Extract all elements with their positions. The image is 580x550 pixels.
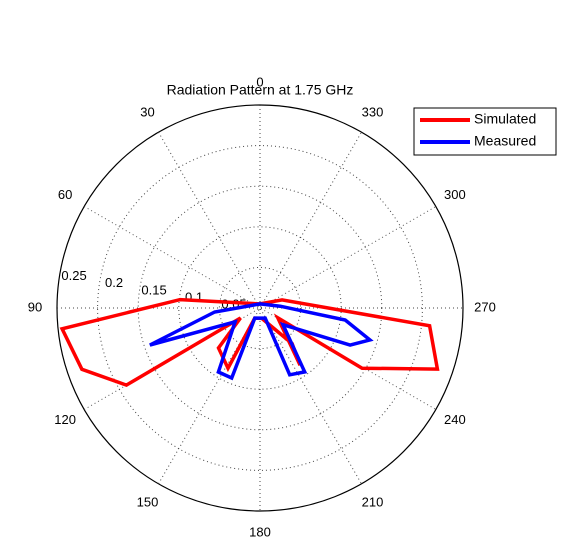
theta-tick-label: 180: [249, 524, 271, 539]
legend-box: [413, 107, 557, 156]
series-line: [149, 302, 374, 381]
theta-tick-label: 240: [444, 412, 466, 427]
theta-tick-label: 150: [137, 494, 159, 509]
theta-tick-label: 210: [362, 494, 384, 509]
theta-tick-label: 270: [474, 299, 496, 314]
r-tick-label: 0.2: [105, 275, 123, 290]
theta-tick-label: 300: [444, 187, 466, 202]
r-tick-label: 0.25: [61, 268, 86, 283]
theta-tick-label: 0: [256, 74, 263, 89]
theta-tick-label: 60: [58, 187, 72, 202]
legend: Simulated Measured: [413, 107, 557, 156]
r-tick-label: 0.15: [141, 282, 166, 297]
theta-tick-label: 330: [362, 105, 384, 120]
grid-circle: [218, 266, 302, 350]
chart-title: Radiation Pattern at 1.75 GHz: [167, 82, 354, 98]
theta-tick-label: 30: [140, 105, 154, 120]
theta-tick-label: 90: [28, 299, 42, 314]
legend-label: Measured: [474, 133, 536, 149]
legend-label: Simulated: [474, 111, 536, 127]
theta-tick-label: 120: [54, 412, 76, 427]
